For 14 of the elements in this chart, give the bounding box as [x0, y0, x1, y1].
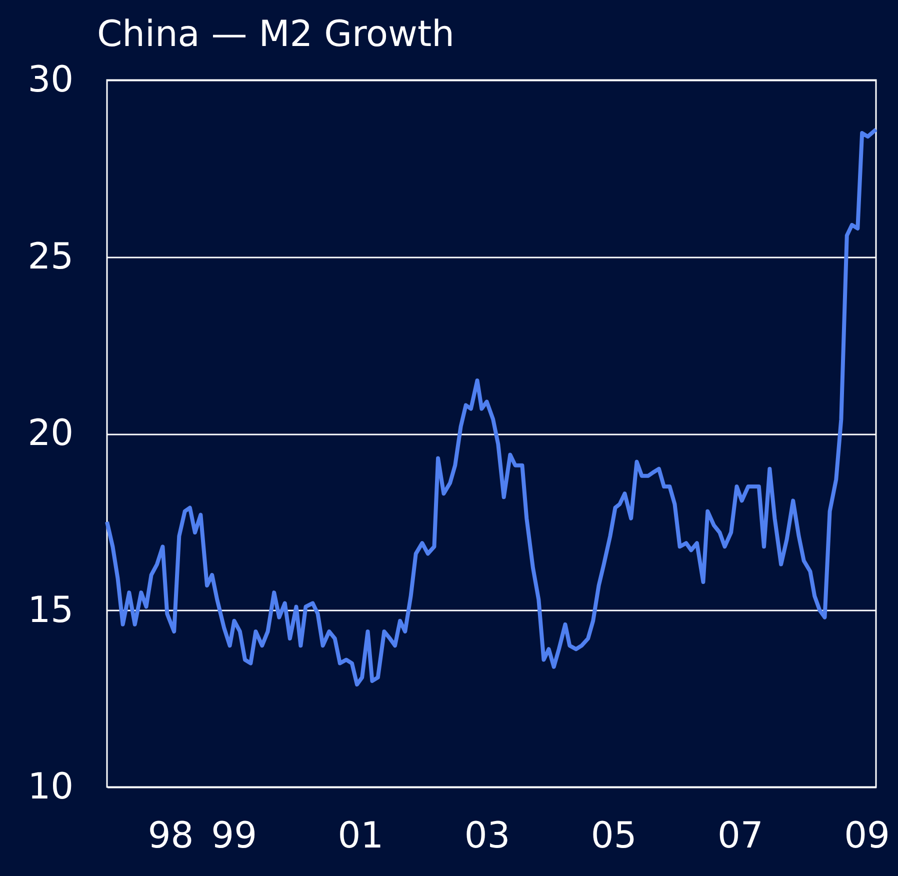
y-tick-label: 10 [28, 766, 74, 808]
y-tick-label: 25 [28, 236, 74, 278]
x-tick-label: 05 [590, 816, 637, 856]
x-tick-label: 98 [148, 816, 194, 856]
line-series [105, 127, 878, 686]
x-tick-label: 99 [211, 816, 257, 856]
x-tick-label: 01 [338, 816, 384, 856]
x-tick-label: 09 [844, 816, 890, 856]
y-tick-label: 15 [28, 590, 74, 631]
y-tick-label: 20 [28, 413, 74, 454]
y-tick-label: 30 [28, 60, 74, 100]
x-tick-label: 07 [718, 816, 764, 856]
x-tick-label: 03 [464, 816, 510, 856]
chart-title: China — M2 Growth [97, 14, 454, 55]
